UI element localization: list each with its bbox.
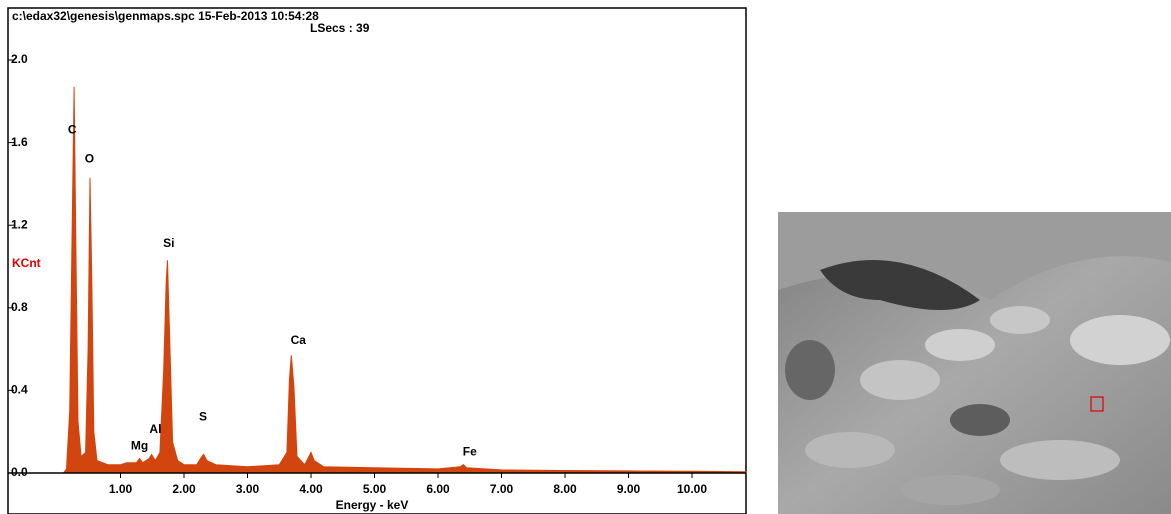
x-tick-label: 4.00: [299, 482, 323, 496]
x-tick-label: 5.00: [363, 482, 387, 496]
x-tick-label: 1.00: [109, 482, 133, 496]
x-tick-label: 10.00: [677, 482, 707, 496]
y-tick-label: 1.6: [11, 135, 28, 149]
y-tick-label: 1.2: [11, 217, 28, 231]
peak-label: S: [199, 409, 207, 423]
x-tick-label: 3.00: [236, 482, 260, 496]
header: c:\edax32\genesis\genmaps.spc 15-Feb-201…: [12, 9, 319, 23]
y-axis-label: KCnt: [12, 256, 41, 270]
subheader: LSecs : 39: [310, 21, 370, 35]
peak-label: Mg: [131, 438, 148, 452]
page: {"chart_data": {"type": "area", "header"…: [0, 0, 1171, 514]
peak-label: Ca: [291, 333, 307, 347]
figure: c:\edax32\genesis\genmaps.spc 15-Feb-201…: [0, 0, 1171, 514]
x-tick-label: 6.00: [426, 482, 450, 496]
x-tick-label: 8.00: [553, 482, 577, 496]
x-tick-label: 9.00: [617, 482, 641, 496]
y-tick-label: 0.8: [11, 300, 28, 314]
x-axis-label: Energy - keV: [336, 498, 409, 512]
y-tick-label: 2.0: [11, 52, 28, 66]
x-tick-label: 7.00: [490, 482, 514, 496]
y-tick-label: 0.0: [11, 465, 28, 479]
sem-image: [778, 212, 1171, 514]
peak-label: Si: [163, 236, 174, 250]
peak-label: O: [85, 151, 94, 165]
chart-frame: [8, 8, 746, 514]
y-tick-label: 0.4: [11, 383, 28, 397]
peak-label: C: [68, 122, 77, 136]
peak-label: Fe: [463, 445, 477, 459]
peak-label: Al: [149, 422, 161, 436]
x-tick-label: 2.00: [172, 482, 196, 496]
